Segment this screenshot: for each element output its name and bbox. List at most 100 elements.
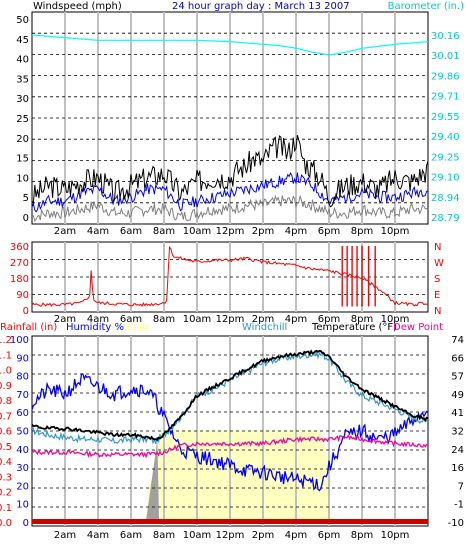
- y-tick-label: 29.55: [431, 112, 460, 123]
- y-tick-label: 30.01: [431, 51, 460, 62]
- x-tick-label: 12pm: [216, 314, 245, 325]
- x-tick-label: 10am: [183, 314, 212, 325]
- direction-degree-ticks: 0 90 180 270 360: [10, 242, 29, 317]
- barometer-line: [31, 34, 429, 56]
- temperature-legend-label: Temperature (°F): [311, 322, 397, 333]
- temp-panel-grid: [32, 336, 428, 526]
- x-tick-label: 2pm: [252, 530, 274, 541]
- y-tick-label: 1.2: [0, 335, 12, 346]
- barometer-axis-label: Barometer (in.): [388, 1, 464, 12]
- chart-title: 24 hour graph day : March 13 2007: [172, 1, 350, 12]
- y-tick-label: N: [434, 306, 441, 317]
- wind-gust-line: [31, 134, 429, 208]
- x-tick-label: 4pm: [285, 314, 307, 325]
- temperature-humidity-panel: 0.00.10.20.30.40.50.60.70.80.91.01.11.2 …: [0, 322, 464, 541]
- windspeed-axis-label: Windspeed (mph): [33, 1, 122, 12]
- x-tick-label: 12pm: [216, 226, 245, 237]
- temp-panel-x-ticks: 2am 4am 6am 8am 10am 12pm 2pm 4pm 6pm 8pm 10pm: [54, 530, 410, 541]
- y-tick-label: 70: [16, 390, 29, 401]
- x-tick-label: 6am: [120, 530, 142, 541]
- wind-barometer-panel: 0 5 10 15 20 25 30 35 40 45 50 28.79 28.94 29.10 29.2…: [16, 1, 464, 237]
- y-tick-label: 1.1: [0, 350, 12, 361]
- x-tick-label: 4am: [87, 530, 109, 541]
- y-tick-label: 35: [16, 74, 29, 85]
- rainfall-bar: [32, 519, 428, 524]
- windspeed-axis-ticks: 0 5 10 15 20 25 30 35 40 45 50: [16, 15, 29, 224]
- y-tick-label: 0.2: [0, 488, 12, 499]
- y-tick-label: 100: [10, 335, 29, 346]
- x-tick-label: 2am: [54, 530, 76, 541]
- y-tick-label: 29.40: [431, 132, 460, 143]
- y-tick-label: 40: [16, 445, 29, 456]
- x-tick-label: 2am: [54, 226, 76, 237]
- humidity-axis-ticks: 0 10 20 30 40 50 60 70 80 90 100: [10, 335, 29, 529]
- x-tick-label: 4pm: [285, 530, 307, 541]
- y-tick-label: 0.5: [0, 442, 12, 453]
- y-tick-label: 0.1: [0, 503, 12, 514]
- x-tick-label: 10am: [183, 530, 212, 541]
- direction-panel-x-ticks: 2am 4am 6am 8am 10am 12pm 2pm 4pm 6pm 8pm 10pm: [54, 314, 410, 325]
- y-tick-label: 45: [16, 35, 29, 46]
- y-tick-label: 15: [16, 154, 29, 165]
- y-tick-label: 28.79: [431, 213, 460, 224]
- y-tick-label: 0.0: [0, 518, 12, 529]
- x-tick-label: 8pm: [351, 314, 373, 325]
- y-tick-label: 29.25: [431, 152, 460, 163]
- y-tick-label: 66: [451, 353, 464, 364]
- y-tick-label: 0: [23, 306, 29, 317]
- y-tick-label: E: [434, 290, 440, 301]
- y-tick-label: 16: [451, 463, 464, 474]
- solar-shadow: [145, 439, 160, 522]
- x-tick-label: 10pm: [381, 226, 410, 237]
- y-tick-label: 60: [16, 408, 29, 419]
- y-tick-label: 0.3: [0, 472, 12, 483]
- x-tick-label: 6pm: [318, 530, 340, 541]
- wind-average-line: [31, 171, 429, 213]
- y-tick-label: 90: [16, 353, 29, 364]
- y-tick-label: 10: [16, 173, 29, 184]
- x-tick-label: 2pm: [252, 314, 274, 325]
- y-tick-label: 20: [16, 481, 29, 492]
- y-tick-label: 0.8: [0, 396, 12, 407]
- solar-legend-label: Solar: [124, 322, 150, 333]
- y-tick-label: 30.16: [431, 31, 460, 42]
- x-tick-label: 10pm: [381, 530, 410, 541]
- humidity-line: [31, 373, 429, 492]
- windchill-line: [31, 350, 429, 445]
- y-tick-label: 41: [451, 408, 464, 419]
- y-tick-label: 0: [23, 518, 29, 529]
- x-tick-label: 6pm: [318, 226, 340, 237]
- y-tick-label: -10: [448, 518, 464, 529]
- x-tick-label: 4am: [87, 226, 109, 237]
- wind-low-line: [31, 194, 429, 223]
- y-tick-label: 10: [16, 500, 29, 511]
- y-tick-label: 0: [23, 213, 29, 224]
- y-tick-label: 24: [451, 445, 464, 456]
- temperature-axis-ticks: -10 -1 7 16 24 32 41 49 57 66 74: [448, 335, 464, 529]
- rainfall-legend-label: Rainfall (in): [0, 322, 57, 333]
- rainfall-axis-ticks: 0.0 0.1 0.2 0.3 0.4 0.5 0.6 0.7 0.8 0.9 1.0 1.1 1.2: [0, 335, 12, 529]
- temp-panel-series: [31, 349, 429, 524]
- y-tick-label: 29.86: [431, 71, 460, 82]
- y-tick-label: 32: [451, 427, 464, 438]
- y-tick-label: 80: [16, 372, 29, 383]
- dewpoint-line: [31, 434, 429, 459]
- y-tick-label: 50: [16, 15, 29, 26]
- x-tick-label: 8pm: [351, 226, 373, 237]
- x-tick-label: 6pm: [318, 314, 340, 325]
- direction-panel-series: [31, 245, 429, 307]
- y-tick-label: 30: [16, 463, 29, 474]
- wind-panel-x-ticks: 2am 4am 6am 8am 10am 12pm 2pm 4pm 6pm 8pm 10pm: [54, 226, 410, 237]
- y-tick-label: 49: [451, 390, 464, 401]
- y-tick-label: 180: [10, 274, 29, 285]
- y-tick-label: 90: [16, 290, 29, 301]
- y-tick-label: 29.71: [431, 92, 460, 103]
- y-tick-label: W: [434, 258, 444, 269]
- y-tick-label: 30: [16, 94, 29, 105]
- y-tick-label: 25: [16, 114, 29, 125]
- x-tick-label: 8am: [153, 314, 175, 325]
